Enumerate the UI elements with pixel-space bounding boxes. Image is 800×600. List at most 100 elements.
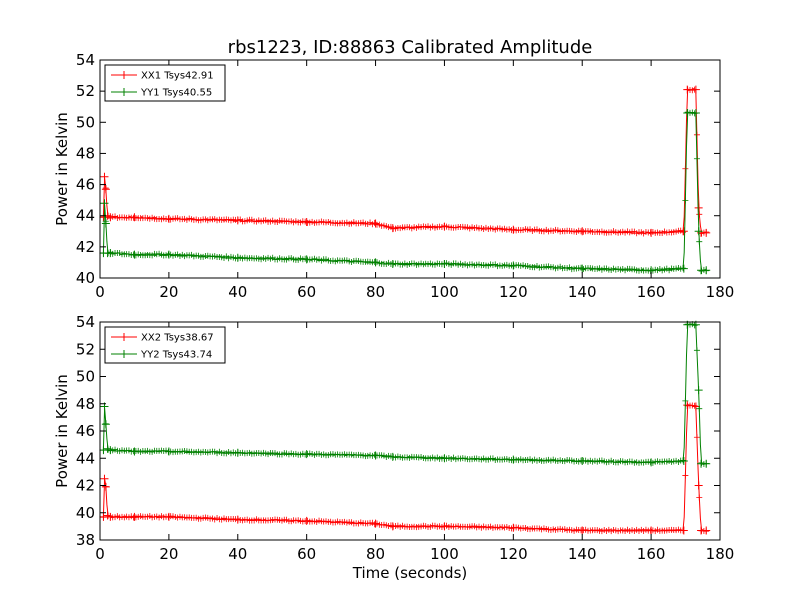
- y-tick-label: 50: [76, 113, 95, 131]
- data-point: [233, 448, 242, 457]
- x-tick-label: 180: [706, 283, 735, 301]
- data-point: [691, 108, 700, 117]
- y-tick-label: 46: [76, 422, 95, 440]
- y-tick-label: 54: [76, 51, 95, 69]
- data-point: [302, 217, 311, 226]
- data-point: [371, 219, 380, 228]
- y-tick-label: 44: [76, 207, 95, 225]
- data-point: [99, 512, 108, 521]
- y-tick-label: 46: [76, 176, 95, 194]
- data-point: [371, 519, 380, 528]
- legend-label: YY2 Tsys43.74: [140, 350, 212, 361]
- y-tick-label: 52: [76, 340, 95, 358]
- x-tick-label: 20: [159, 545, 178, 563]
- data-point: [106, 512, 115, 521]
- y-tick-label: 40: [76, 269, 95, 287]
- data-point: [302, 450, 311, 459]
- data-point: [647, 526, 656, 535]
- data-point: [100, 474, 109, 483]
- data-point: [509, 523, 518, 532]
- y-axis-label: Power in Kelvin: [53, 112, 71, 226]
- y-axis-label: Power in Kelvin: [53, 374, 71, 488]
- data-point: [694, 227, 703, 236]
- data-point: [683, 85, 692, 94]
- x-tick-label: 180: [706, 545, 735, 563]
- data-point: [694, 481, 703, 490]
- chart-panel-1: 0 20 40 60 80 100 120 140 160 180 40 42 44 46 48 50 52 54…: [53, 51, 734, 301]
- data-point: [130, 250, 139, 259]
- data-point: [578, 264, 587, 273]
- data-point: [683, 401, 692, 410]
- data-point: [509, 225, 518, 234]
- y-tick-label: 52: [76, 82, 95, 100]
- legend-box: [104, 64, 226, 102]
- x-tick-label: 120: [499, 545, 528, 563]
- data-point: [233, 253, 242, 262]
- data-point: [696, 405, 703, 412]
- y-tick-label: 42: [76, 477, 95, 495]
- data-point: [680, 457, 687, 464]
- data-point: [509, 261, 518, 270]
- data-point: [702, 266, 711, 275]
- data-point: [164, 447, 173, 456]
- series-1-1: [99, 85, 711, 237]
- data-point: [164, 512, 173, 521]
- data-point: [509, 455, 518, 464]
- series-2-1: [99, 401, 711, 535]
- data-point: [101, 482, 110, 491]
- data-point: [682, 165, 689, 172]
- data-point: [696, 211, 703, 218]
- data-point: [682, 197, 689, 204]
- x-tick-label: 60: [297, 545, 316, 563]
- data-point: [100, 199, 109, 208]
- data-point: [578, 526, 587, 535]
- x-tick-label: 40: [228, 545, 247, 563]
- data-point: [647, 228, 656, 237]
- data-point: [702, 526, 711, 535]
- data-point: [99, 446, 108, 455]
- y-tick-label: 38: [76, 531, 95, 549]
- data-point: [679, 526, 688, 535]
- data-point: [679, 264, 688, 273]
- data-point: [101, 219, 110, 228]
- data-point: [100, 172, 109, 181]
- data-point: [682, 472, 689, 479]
- data-point: [702, 228, 711, 237]
- y-tick-label: 54: [76, 313, 95, 331]
- data-point: [691, 85, 700, 94]
- plot-frame: [99, 59, 721, 279]
- x-tick-label: 100: [430, 545, 459, 563]
- x-tick-label: 80: [366, 283, 385, 301]
- data-point: [371, 258, 380, 267]
- chart-title: rbs1223, ID:88863 Calibrated Amplitude: [228, 37, 593, 58]
- data-point: [578, 227, 587, 236]
- series-line: [102, 111, 707, 272]
- data-point: [693, 347, 700, 354]
- data-point: [693, 155, 700, 162]
- series-2-2: [99, 320, 711, 468]
- x-tick-label: 140: [568, 545, 597, 563]
- data-point: [388, 522, 397, 531]
- x-tick-label: 160: [637, 545, 666, 563]
- y-tick-label: 50: [76, 368, 95, 386]
- data-point: [388, 259, 397, 268]
- data-point: [696, 494, 703, 501]
- y-tick-label: 48: [76, 395, 95, 413]
- x-tick-label: 120: [499, 283, 528, 301]
- data-point: [696, 238, 703, 245]
- data-point: [440, 259, 449, 268]
- data-point: [106, 213, 115, 222]
- data-point: [233, 216, 242, 225]
- y-tick-label: 42: [76, 238, 95, 256]
- series-1-2: [99, 108, 711, 275]
- legend-marker: [120, 88, 128, 96]
- data-point: [440, 454, 449, 463]
- x-tick-label: 40: [228, 283, 247, 301]
- y-tick-label: 40: [76, 504, 95, 522]
- data-point: [388, 224, 397, 233]
- x-tick-label: 0: [95, 545, 105, 563]
- legend: XX2 Tsys38.67 YY2 Tsys43.74: [104, 326, 226, 364]
- data-point: [691, 402, 698, 409]
- data-point: [691, 322, 698, 329]
- data-point: [682, 397, 689, 404]
